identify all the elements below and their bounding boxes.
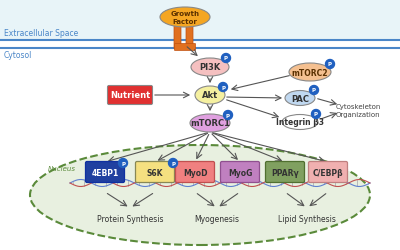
FancyBboxPatch shape [0, 41, 400, 250]
Circle shape [310, 86, 318, 95]
Text: MyoD: MyoD [183, 168, 207, 177]
Text: P: P [224, 56, 228, 61]
Text: PI3K: PI3K [199, 63, 221, 72]
Ellipse shape [190, 114, 230, 132]
Text: Protein Synthesis: Protein Synthesis [97, 214, 163, 223]
FancyBboxPatch shape [0, 0, 400, 41]
Text: Nutrient: Nutrient [110, 91, 150, 100]
Text: mTORC2: mTORC2 [292, 68, 328, 77]
Text: C/EBPβ: C/EBPβ [313, 168, 343, 177]
Circle shape [312, 110, 320, 119]
Text: Lipid Synthesis: Lipid Synthesis [278, 214, 336, 223]
FancyBboxPatch shape [174, 44, 196, 51]
Text: PAC: PAC [291, 94, 309, 103]
FancyBboxPatch shape [266, 162, 304, 183]
Text: P: P [314, 112, 318, 117]
Ellipse shape [160, 8, 210, 28]
Text: Cytosol: Cytosol [4, 50, 32, 59]
Text: Growth
Factor: Growth Factor [170, 12, 200, 24]
Text: Integrin β3: Integrin β3 [276, 118, 324, 127]
FancyBboxPatch shape [174, 25, 181, 50]
FancyBboxPatch shape [308, 162, 348, 183]
Text: 4EBP1: 4EBP1 [91, 168, 119, 177]
FancyBboxPatch shape [176, 162, 214, 183]
FancyBboxPatch shape [136, 162, 174, 183]
Ellipse shape [30, 146, 370, 245]
Ellipse shape [191, 59, 229, 77]
Text: P: P [171, 161, 175, 166]
Text: Myogenesis: Myogenesis [194, 214, 240, 223]
Ellipse shape [289, 64, 331, 82]
Text: mTORC1: mTORC1 [190, 119, 230, 128]
FancyBboxPatch shape [220, 162, 260, 183]
Text: PPARγ: PPARγ [271, 168, 299, 177]
Text: Cytoskeleton
Organization: Cytoskeleton Organization [335, 104, 381, 117]
Text: Akt: Akt [202, 91, 218, 100]
Circle shape [168, 159, 178, 168]
Text: P: P [312, 88, 316, 93]
FancyBboxPatch shape [108, 86, 152, 105]
Text: P: P [121, 161, 125, 166]
FancyBboxPatch shape [86, 162, 124, 183]
Circle shape [218, 83, 228, 92]
Text: P: P [328, 62, 332, 67]
Circle shape [118, 159, 128, 168]
Text: S6K: S6K [147, 168, 163, 177]
Text: Nucleus: Nucleus [48, 165, 76, 171]
Text: P: P [226, 113, 230, 118]
Circle shape [224, 111, 232, 120]
Text: Extracellular Space: Extracellular Space [4, 28, 78, 37]
Text: MyoG: MyoG [228, 168, 252, 177]
FancyBboxPatch shape [186, 25, 193, 50]
Circle shape [222, 54, 230, 63]
Ellipse shape [282, 115, 318, 130]
Text: P: P [221, 85, 225, 90]
Ellipse shape [285, 91, 315, 106]
Ellipse shape [195, 87, 225, 104]
Circle shape [326, 60, 334, 69]
